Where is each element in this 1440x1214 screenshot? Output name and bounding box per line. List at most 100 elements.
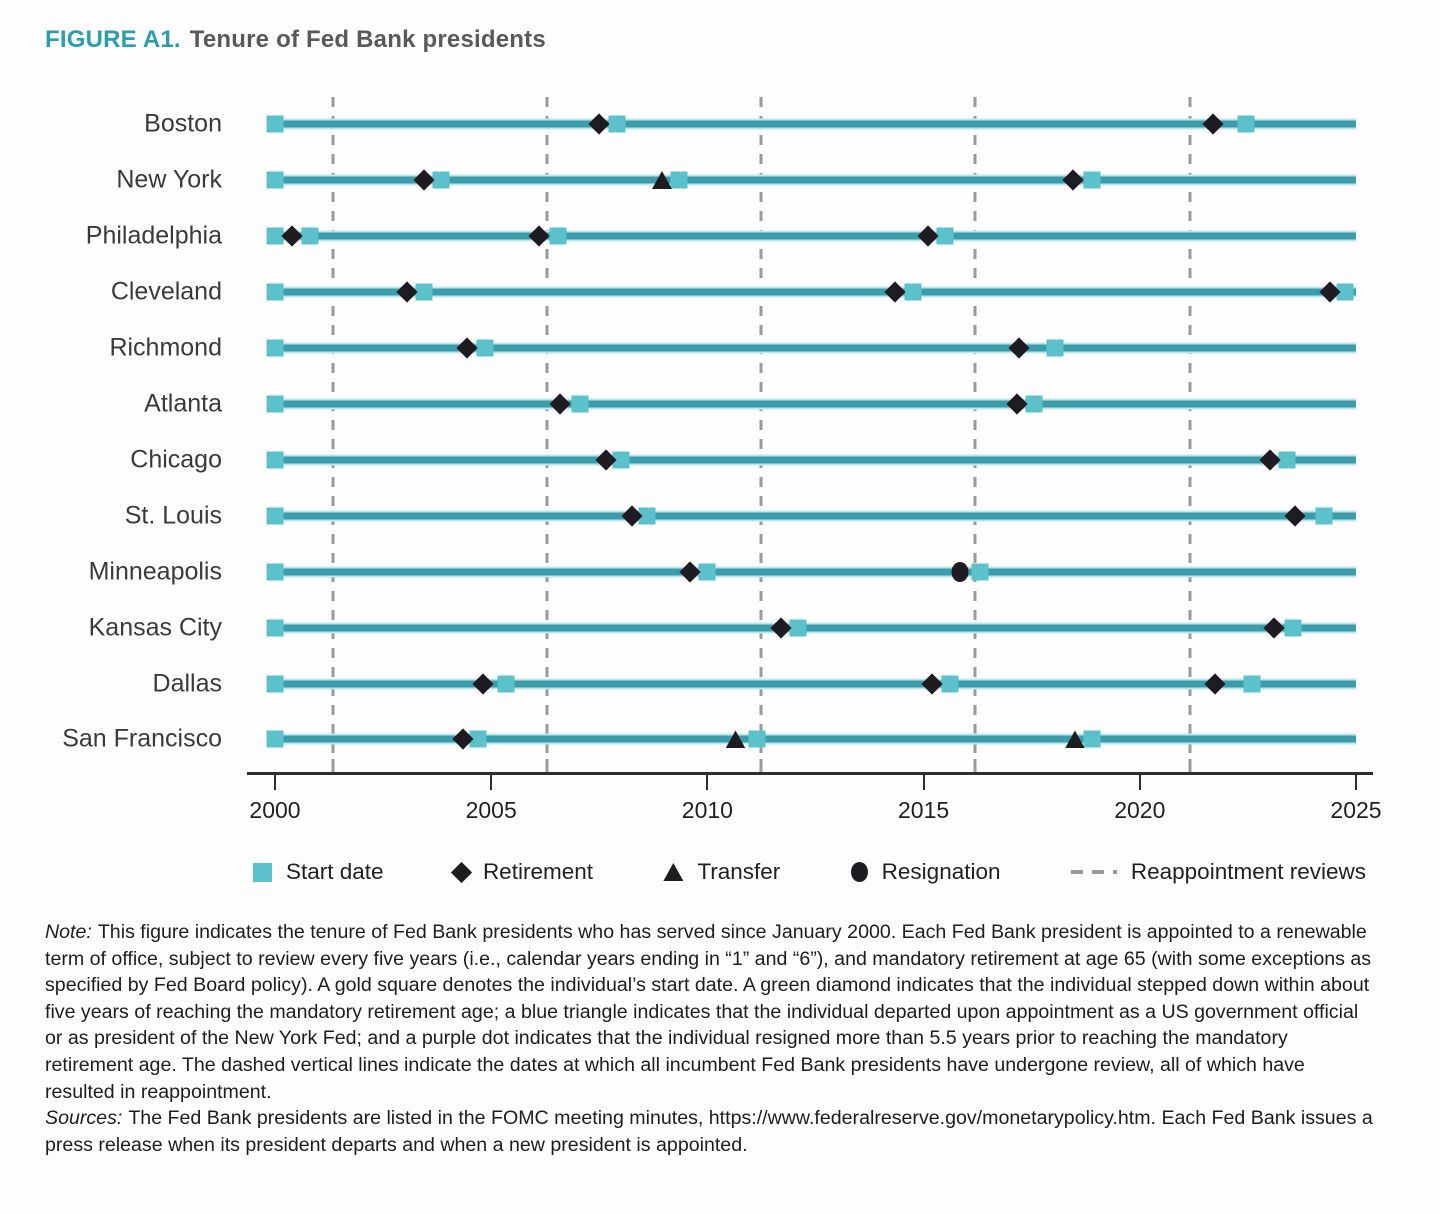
start-marker	[266, 675, 284, 692]
bank-label: Cleveland	[110, 277, 222, 306]
bank-label: Chicago	[130, 445, 222, 474]
legend-item-resignation: Resignation	[850, 859, 1001, 885]
retirement-diamond-icon	[450, 861, 473, 883]
figure-title: FIGURE A1. Tenure of Fed Bank presidents	[45, 26, 546, 54]
start-marker	[266, 619, 284, 637]
start-marker	[941, 675, 959, 692]
retirement-marker	[921, 672, 943, 695]
retirement-marker	[1062, 169, 1084, 191]
retirement-marker	[281, 225, 303, 247]
legend-label: Retirement	[482, 859, 593, 884]
reappointment-review-line	[545, 97, 549, 772]
figure-number: FIGURE A1.	[45, 26, 181, 53]
sources-text: The Fed Bank presidents are listed in th…	[45, 1107, 1373, 1156]
retirement-marker	[471, 672, 494, 695]
tenure-line	[267, 174, 1356, 186]
note-text: This figure indicates the tenure of Fed …	[45, 921, 1372, 1103]
bank-label: San Francisco	[62, 724, 222, 753]
retirement-marker	[1008, 337, 1030, 359]
retirement-marker	[549, 393, 571, 415]
review-axis-stub	[545, 759, 549, 772]
start-marker	[971, 563, 989, 581]
sources-paragraph: Sources: The Fed Bank presidents are list…	[45, 1105, 1379, 1158]
tenure-line	[267, 566, 1356, 578]
review-axis-stub	[331, 759, 335, 772]
start-marker	[1278, 451, 1296, 469]
legend-item-reappointment-reviews: Reappointment reviews	[1070, 859, 1366, 885]
retirement-marker	[413, 169, 435, 191]
bank-label: Dallas	[152, 669, 222, 697]
start-marker	[1284, 619, 1302, 637]
x-axis-tick-label: 2000	[249, 797, 301, 823]
start-marker	[266, 283, 284, 301]
start-marker	[571, 395, 589, 413]
retirement-marker	[679, 560, 701, 583]
start-marker	[549, 227, 567, 245]
tenure-timeline-chart: Boston New York Philadelphia Cleveland Richm…	[62, 97, 1382, 823]
reappointment-review-line	[1188, 97, 1192, 772]
tenure-line	[267, 286, 1356, 298]
x-axis-tick	[1138, 775, 1141, 790]
start-marker	[301, 227, 319, 245]
retirement-marker	[1202, 113, 1224, 135]
reappointment-review-line	[973, 97, 977, 772]
start-marker	[698, 563, 716, 581]
start-marker	[415, 283, 433, 301]
x-axis-tick-label: 2005	[465, 797, 517, 823]
start-marker	[476, 339, 494, 357]
start-date-square-icon	[253, 862, 272, 882]
resignation-marker	[951, 561, 969, 582]
legend-label: Transfer	[697, 859, 781, 884]
retirement-marker	[588, 113, 610, 135]
start-marker	[1336, 283, 1354, 301]
legend-item-retirement: Retirement	[450, 859, 593, 885]
retirement-marker	[1284, 505, 1307, 527]
x-axis-tick	[274, 775, 276, 790]
start-marker	[789, 619, 807, 637]
start-marker	[1083, 171, 1101, 189]
start-marker	[748, 730, 766, 748]
legend-label: Reappointment reviews	[1130, 859, 1366, 884]
x-axis-tick	[1355, 775, 1357, 790]
start-marker	[266, 730, 284, 748]
start-marker	[497, 675, 515, 692]
retirement-marker	[396, 281, 418, 303]
start-marker	[1243, 675, 1261, 692]
sources-label: Sources:	[45, 1107, 123, 1130]
start-marker	[638, 507, 656, 525]
x-axis-tick-label: 2025	[1330, 797, 1382, 823]
retirement-marker	[1258, 449, 1281, 471]
bank-label: Atlanta	[144, 389, 222, 418]
x-axis-tick-label: 2020	[1114, 797, 1166, 823]
start-marker	[1083, 730, 1101, 748]
x-axis-tick-label: 2015	[898, 797, 950, 823]
retirement-marker	[770, 616, 792, 639]
review-axis-stub	[759, 759, 763, 772]
retirement-marker	[456, 337, 479, 359]
x-axis-tick-label: 2010	[681, 797, 733, 823]
start-marker	[1046, 339, 1064, 357]
figure-title-text: Tenure of Fed Bank presidents	[189, 26, 546, 53]
start-marker	[904, 283, 922, 301]
reappointment-review-line	[331, 97, 335, 772]
start-marker	[266, 171, 284, 189]
retirement-marker	[1263, 616, 1285, 639]
start-marker	[608, 115, 626, 133]
retirement-marker	[917, 225, 939, 247]
x-axis-tick	[490, 775, 493, 790]
x-axis-line	[247, 772, 1373, 775]
transfer-triangle-icon	[663, 863, 684, 881]
tenure-line	[267, 622, 1356, 634]
x-axis-tick	[706, 775, 709, 790]
start-marker	[266, 227, 284, 245]
reappointment-review-line	[759, 97, 763, 772]
retirement-marker	[1005, 393, 1028, 415]
review-dashes-icon	[1070, 870, 1117, 874]
resignation-dot-icon	[850, 862, 868, 882]
legend-item-start-date: Start date	[253, 859, 384, 885]
tenure-line	[267, 118, 1356, 130]
retirement-marker	[884, 281, 907, 303]
note-label: Note:	[45, 921, 92, 943]
bank-label: Philadelphia	[85, 221, 222, 250]
retirement-marker	[1204, 672, 1227, 695]
